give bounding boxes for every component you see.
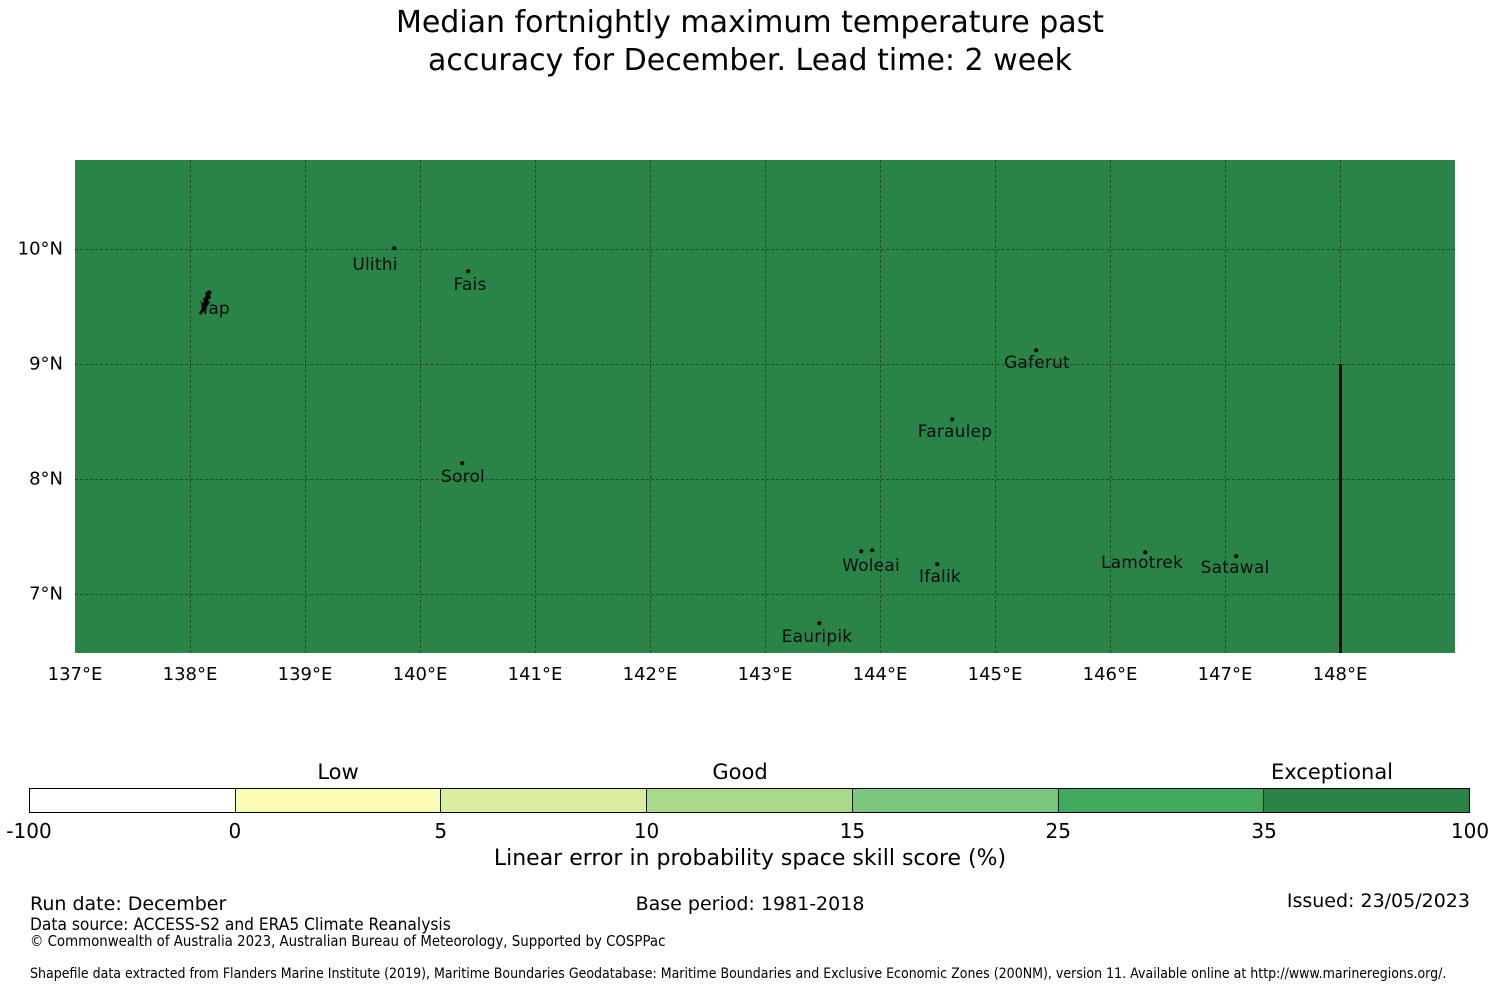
- map-area: Yap Ulithi Fais Gaferut Faraulep Sorol Woleai I…: [75, 160, 1455, 653]
- latitude-label: 10°N: [17, 238, 63, 260]
- island-label-ulithi: Ulithi: [352, 255, 398, 275]
- map-gridline-vertical: [535, 160, 536, 653]
- map-gridline-horizontal: [75, 479, 1455, 480]
- island-dot-satawal: [1234, 554, 1238, 558]
- figure-title: Median fortnightly maximum temperature p…: [0, 4, 1500, 80]
- island-label-yap: Yap: [200, 299, 230, 319]
- colorbar-tick-label: 100: [1450, 819, 1490, 843]
- colorbar-category-label: Good: [712, 760, 768, 784]
- data-source-label: Data source: ACCESS-S2 and ERA5 Climate …: [30, 915, 451, 935]
- island-label-fais: Fais: [453, 275, 487, 295]
- shapefile-credit-text: Shapefile data extracted from Flanders M…: [30, 966, 1500, 982]
- map-gridline-vertical: [765, 160, 766, 653]
- longitude-label: 141°E: [507, 664, 563, 685]
- longitude-label: 142°E: [622, 664, 678, 685]
- map-gridline-horizontal: [75, 249, 1455, 250]
- island-dot-woleai: [870, 548, 874, 552]
- longitude-label: 144°E: [852, 664, 908, 685]
- colorbar-segment: [852, 789, 1059, 812]
- map-gridline-vertical: [1340, 160, 1341, 653]
- island-dot-ifalik: [935, 562, 939, 566]
- longitude-label: 145°E: [967, 664, 1023, 685]
- latitude-label: 7°N: [29, 583, 63, 605]
- colorbar-category-label: Exceptional: [1270, 760, 1394, 784]
- colorbar-label: Linear error in probability space skill …: [493, 846, 1007, 871]
- map-gridline-horizontal: [75, 594, 1455, 595]
- latitude-label: 9°N: [29, 353, 63, 375]
- island-label-sorol: Sorol: [441, 467, 485, 487]
- colorbar-segment: [1058, 789, 1265, 812]
- colorbar-tick-label: 35: [1251, 819, 1277, 843]
- island-dot-faraulep: [950, 417, 954, 421]
- colorbar-segment: [647, 789, 853, 812]
- longitude-label: 143°E: [737, 664, 793, 685]
- map-gridline-vertical: [1110, 160, 1111, 653]
- colorbar-tick-label: 15: [839, 819, 866, 843]
- longitude-label: 139°E: [277, 664, 333, 685]
- base-period-text: Base period: 1981-2018: [635, 893, 865, 915]
- colorbar-tick-label: 10: [633, 819, 660, 843]
- figure-title-line1: Median fortnightly maximum temperature p…: [395, 5, 1105, 40]
- colorbar-segment: [441, 789, 648, 812]
- island-dot-sorol: [460, 461, 464, 465]
- island-label-woleai: Woleai: [842, 556, 900, 576]
- map-gridline-vertical: [650, 160, 651, 653]
- map-gridline-vertical: [305, 160, 306, 653]
- copyright-text: © Commonwealth of Australia 2023, Austra…: [30, 932, 744, 950]
- island-label-eauripik: Eauripik: [781, 627, 853, 647]
- island-label-satawal: Satawal: [1200, 558, 1270, 578]
- island-label-gaferut: Gaferut: [1004, 353, 1070, 373]
- colorbar-segment: [235, 789, 442, 812]
- copyright-label: © Commonwealth of Australia 2023, Austra…: [30, 932, 666, 950]
- island-dot-lamotrek: [1143, 550, 1147, 554]
- longitude-label: 138°E: [162, 664, 218, 685]
- island-label-ifalik: Ifalik: [919, 567, 961, 587]
- island-dot-woleai: [859, 549, 863, 553]
- island-dot-fais: [466, 269, 470, 273]
- figure-title-line2: accuracy for December. Lead time: 2 week: [427, 43, 1073, 78]
- island-dot-ulithi: [392, 246, 396, 250]
- longitude-label: 148°E: [1312, 664, 1368, 685]
- data-source-text: Data source: ACCESS-S2 and ERA5 Climate …: [30, 915, 492, 935]
- map-gridline-vertical: [420, 160, 421, 653]
- island-dot-gaferut: [1034, 348, 1038, 352]
- eez-boundary-line: [1339, 364, 1342, 653]
- island-label-faraulep: Faraulep: [917, 422, 993, 442]
- map-gridline-horizontal: [75, 364, 1455, 365]
- colorbar-segment: [30, 789, 236, 812]
- map-gridline-vertical: [190, 160, 191, 653]
- island-label-lamotrek: Lamotrek: [1100, 553, 1184, 573]
- yap-island-shape: [199, 290, 212, 315]
- longitude-label: 140°E: [392, 664, 448, 685]
- colorbar-tick-label: -100: [6, 819, 52, 843]
- colorbar-tick-label: 25: [1045, 819, 1072, 843]
- colorbar-tick-label: 0: [228, 819, 242, 843]
- colorbar-segment: [1264, 789, 1470, 812]
- longitude-label: 147°E: [1197, 664, 1253, 685]
- colorbar: [29, 788, 1470, 813]
- latitude-label: 8°N: [29, 468, 63, 490]
- map-gridline-vertical: [1225, 160, 1226, 653]
- map-gridline-vertical: [880, 160, 881, 653]
- shapefile-credit-label: Shapefile data extracted from Flanders M…: [30, 966, 1447, 982]
- map-gridline-vertical: [995, 160, 996, 653]
- longitude-label: 137°E: [47, 664, 103, 685]
- longitude-label: 146°E: [1082, 664, 1138, 685]
- colorbar-category-label: Low: [317, 760, 359, 784]
- run-date-text: Run date: December: [30, 893, 227, 915]
- island-dot-eauripik: [817, 621, 821, 625]
- colorbar-tick-label: 5: [434, 819, 448, 843]
- issued-date-text: Issued: 23/05/2023: [1286, 890, 1470, 912]
